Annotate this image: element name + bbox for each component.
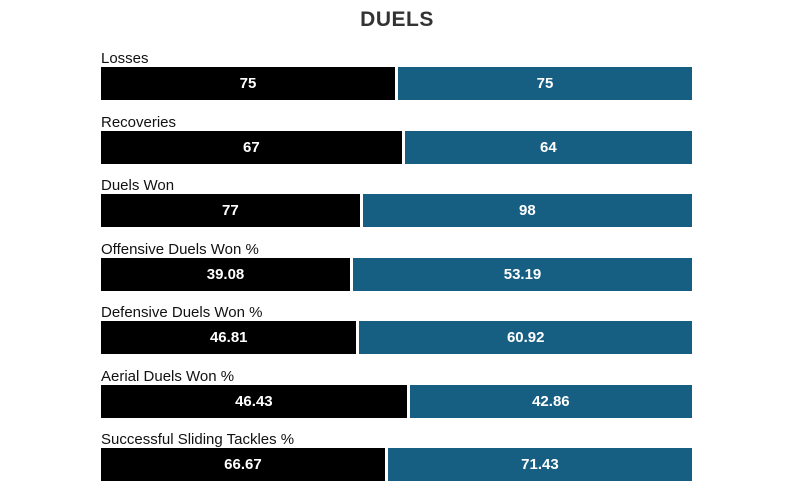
metric-label: Losses [101,50,149,67]
bar-value-label: 75 [536,75,554,92]
bar-series-2: 60.92 [359,321,692,354]
bar-series-2: 75 [398,67,692,100]
bar-series-2: 98 [362,194,692,227]
bar-value-label: 53.19 [503,265,542,283]
bar-track: 77 98 [101,194,692,227]
bar-track: 39.08 53.19 [101,257,692,291]
metric-label: Defensive Duels Won % [101,304,263,321]
bar-series-2: 42.86 [409,384,692,418]
bar-series-2: 53.19 [353,257,692,291]
bar-track: 67 64 [101,130,692,164]
bar-value-label: 46.43 [235,392,273,410]
metric-row: Offensive Duels Won % 39.08 53.19 [101,241,692,297]
bar-track: 46.81 60.92 [101,321,692,354]
metric-label: Recoveries [101,113,177,131]
metric-row: Defensive Duels Won % 46.81 60.92 [101,304,692,360]
metric-label: Aerial Duels Won % [101,367,235,385]
bar-value-label: 66.67 [224,456,262,473]
bar-value-label: 75 [239,75,257,92]
bar-value-label: 77 [222,202,239,219]
bar-value-label: 39.08 [206,265,245,283]
metric-row: Duels Won 77 98 [101,177,692,233]
bar-series-2: 71.43 [387,448,692,481]
bar-value-label: 64 [540,138,557,156]
metric-row: Aerial Duels Won % 46.43 42.86 [101,368,692,424]
bar-track: 75 75 [101,67,692,100]
bar-series-1: 39.08 [101,257,351,291]
bar-value-label: 71.43 [521,456,559,473]
bar-series-1: 66.67 [101,448,385,481]
bar-series-1: 46.43 [101,384,407,418]
bar-series-2: 64 [404,130,692,164]
bar-series-1: 67 [101,130,402,164]
metric-label: Offensive Duels Won % [101,240,259,258]
bar-series-1: 77 [101,194,360,227]
chart-title: DUELS [360,8,434,31]
metric-label: Successful Sliding Tackles % [101,431,295,448]
bar-track: 46.43 42.86 [101,384,692,418]
bar-series-1: 75 [101,67,395,100]
metric-row: Recoveries 67 64 [101,114,692,170]
bar-series-1: 46.81 [101,321,357,354]
bar-value-label: 60.92 [506,329,545,346]
metric-label: Duels Won [101,177,175,194]
bar-value-label: 46.81 [209,329,248,346]
metric-row: Losses 75 75 [101,50,692,106]
bar-value-label: 42.86 [532,392,570,410]
bar-value-label: 67 [243,138,260,156]
bar-value-label: 98 [519,202,536,219]
metric-row: Successful Sliding Tackles % 66.67 71.43 [101,431,692,487]
bar-track: 66.67 71.43 [101,448,692,481]
